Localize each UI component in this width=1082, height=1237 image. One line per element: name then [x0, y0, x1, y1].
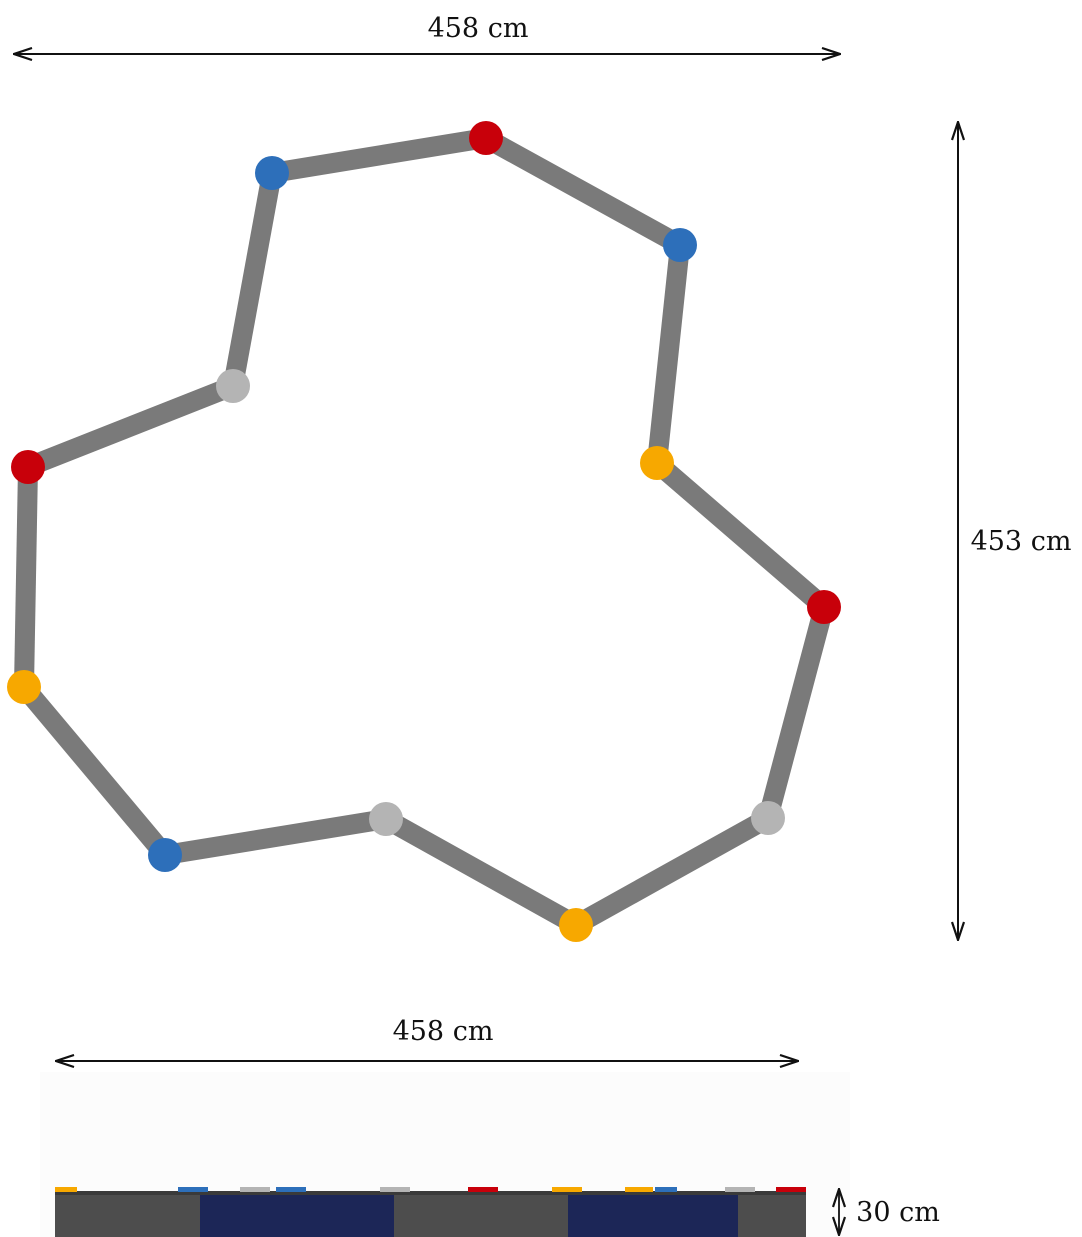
joint-blue	[663, 228, 697, 262]
side-segment-2	[200, 1191, 394, 1237]
top-view: 458 cm 453 cm	[7, 13, 1071, 942]
side-height-dimension: 30 cm	[839, 1189, 940, 1235]
top-width-dimension: 458 cm	[14, 13, 840, 54]
side-segment-top-5	[738, 1191, 806, 1195]
side-connector-8	[625, 1187, 653, 1192]
joint-yellow	[640, 446, 674, 480]
side-connector-3	[240, 1187, 270, 1192]
side-track-profile	[55, 1187, 806, 1237]
beam-7	[163, 809, 388, 865]
side-width-label: 458 cm	[393, 1016, 494, 1047]
side-connector-7	[552, 1187, 582, 1192]
beam-12	[270, 128, 488, 183]
side-connector-9	[655, 1187, 677, 1192]
joint-blue	[148, 838, 182, 872]
beam-2	[647, 243, 690, 465]
top-height-dimension: 453 cm	[958, 122, 1071, 940]
side-segment-top-2	[200, 1191, 394, 1195]
joint-yellow	[559, 908, 593, 942]
side-segment-5	[738, 1191, 806, 1237]
beam-4	[758, 604, 834, 821]
beam-10	[24, 376, 237, 477]
side-segment-1	[55, 1191, 200, 1237]
side-height-label: 30 cm	[856, 1197, 940, 1228]
joint-gray	[369, 802, 403, 836]
track-beams	[14, 128, 834, 934]
beam-9	[14, 466, 38, 688]
joint-red	[807, 590, 841, 624]
top-width-label: 458 cm	[428, 13, 529, 44]
side-connector-10	[725, 1187, 755, 1192]
joint-red	[469, 121, 503, 155]
joint-gray	[216, 369, 250, 403]
joint-yellow	[7, 670, 41, 704]
beam-11	[223, 171, 282, 388]
side-width-dimension: 458 cm	[56, 1016, 798, 1061]
beam-1	[481, 129, 685, 254]
joint-gray	[751, 801, 785, 835]
side-segment-top-1	[55, 1191, 200, 1195]
side-segment-4	[568, 1191, 738, 1237]
joint-red	[11, 450, 45, 484]
side-connector-6	[468, 1187, 498, 1192]
side-connector-4	[276, 1187, 306, 1192]
side-segment-top-4	[568, 1191, 738, 1195]
side-segment-top-3	[394, 1191, 568, 1195]
beam-5	[571, 809, 773, 934]
side-view: 458 cm 30 cm	[40, 1016, 940, 1237]
side-segment-3	[394, 1191, 568, 1237]
side-connector-2	[178, 1187, 208, 1192]
beam-3	[650, 455, 831, 615]
track-joints	[7, 121, 841, 942]
top-height-label: 453 cm	[971, 526, 1072, 557]
side-connector-11	[776, 1187, 806, 1192]
side-connector-5	[380, 1187, 410, 1192]
beam-8	[16, 680, 173, 862]
side-connector-1	[55, 1187, 77, 1192]
joint-blue	[255, 156, 289, 190]
beam-6	[381, 810, 581, 934]
